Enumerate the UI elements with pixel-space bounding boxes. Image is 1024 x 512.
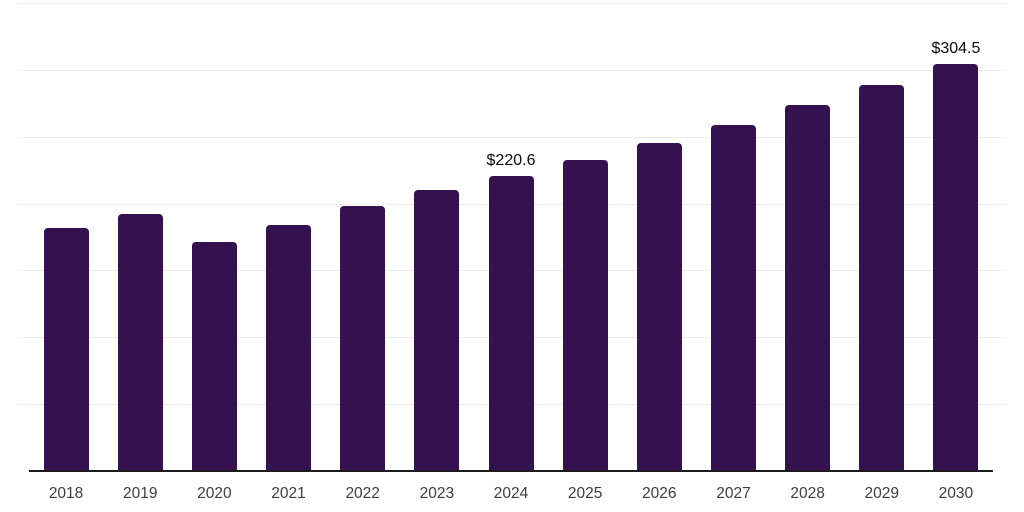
bar-value-label-2030: $304.5	[931, 39, 981, 57]
bar-2024	[488, 176, 534, 470]
x-tick-label-2026: 2026	[642, 485, 677, 502]
bar-value-label-2024: $220.6	[486, 152, 536, 170]
gridline-300	[17, 69, 1007, 71]
x-tick-label-2025: 2025	[567, 485, 603, 502]
x-tick-label-2022: 2022	[345, 485, 380, 502]
bar-2023	[414, 190, 460, 470]
gridline-350	[17, 3, 1007, 4]
x-tick-label-2024: 2024	[493, 485, 529, 502]
bar-2021	[266, 224, 312, 470]
gridline-250	[17, 136, 1007, 138]
bar-2026	[636, 143, 682, 470]
x-axis-line	[29, 470, 993, 472]
x-tick-label-2023: 2023	[419, 485, 455, 502]
x-tick-label-2027: 2027	[716, 485, 751, 502]
x-tick-label-2021: 2021	[271, 485, 306, 502]
bar-2019	[117, 214, 163, 470]
bar-2020	[191, 241, 237, 470]
bar-2022	[340, 205, 386, 470]
x-tick-label-2030: 2030	[938, 485, 974, 502]
x-tick-label-2019: 2019	[122, 485, 158, 502]
bar-2027	[710, 124, 756, 470]
x-tick-label-2018: 2018	[48, 485, 84, 502]
x-tick-label-2029: 2029	[864, 485, 899, 502]
bar-2018	[43, 227, 89, 470]
x-tick-label-2028: 2028	[790, 485, 825, 502]
x-tick-label-2020: 2020	[197, 485, 232, 502]
bar-2025	[562, 160, 608, 470]
bar-2030	[933, 63, 979, 470]
bar-2029	[859, 84, 905, 470]
bar-2028	[785, 105, 831, 470]
